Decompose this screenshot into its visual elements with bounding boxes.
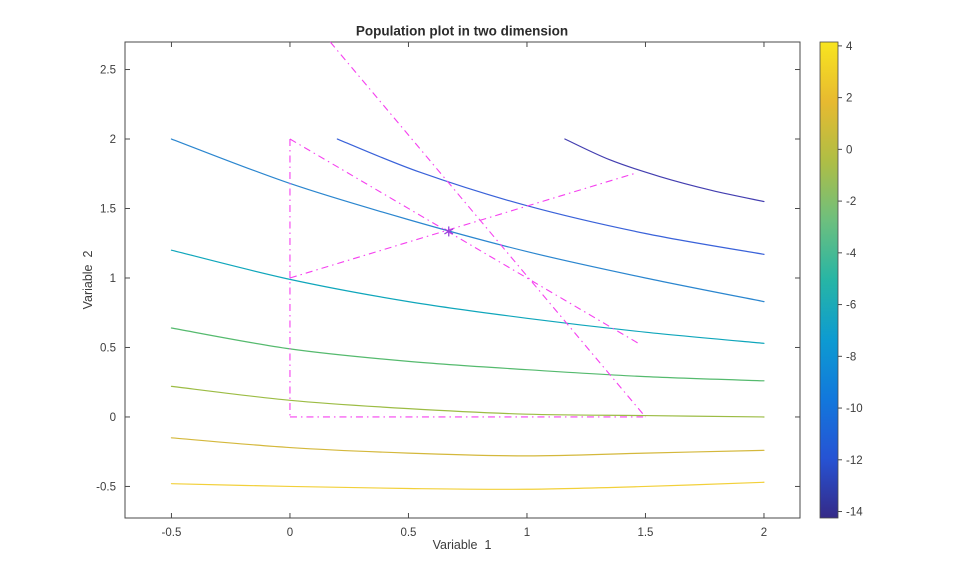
- y-tick-label: -0.5: [96, 481, 116, 493]
- colorbar-tick-label: -8: [846, 351, 856, 363]
- colorbar: [819, 41, 839, 519]
- contour-line-level0: [170, 481, 765, 490]
- x-tick-label: 1.5: [637, 527, 653, 539]
- colorbar-tick-label: 2: [846, 93, 852, 105]
- contour-line-level-8: [170, 249, 765, 344]
- x-axis-label: Variable 1: [432, 538, 492, 552]
- x-tick-label: 1: [524, 527, 530, 539]
- y-tick-label: 0: [110, 412, 116, 424]
- colorbar-tick-label: -4: [846, 248, 857, 260]
- x-tick-label: -0.5: [162, 527, 182, 539]
- contour-line-level-12: [336, 138, 765, 255]
- axes-box: [124, 41, 801, 519]
- contour-line-level-2: [170, 437, 765, 457]
- colorbar-tick-label: 0: [846, 144, 852, 156]
- contour-line-level-10: [170, 138, 765, 303]
- population-line: [289, 173, 634, 279]
- population-line: [289, 138, 642, 346]
- best-point-marker: [444, 228, 454, 235]
- chart-title: Population plot in two dimension: [355, 23, 569, 39]
- x-tick-label: 0.5: [400, 527, 416, 539]
- colorbar-tick-label: -2: [846, 196, 856, 208]
- colorbar-tick-label: -14: [846, 507, 863, 519]
- x-tick-label: 2: [761, 527, 767, 539]
- contour-line-level-14: [564, 138, 765, 203]
- population-line: [329, 41, 646, 418]
- contour-line-level-6: [170, 327, 765, 382]
- y-tick-label: 1.5: [100, 203, 116, 215]
- y-tick-label: 0.5: [100, 342, 116, 354]
- x-tick-label: 0: [287, 527, 293, 539]
- colorbar-tick-label: -12: [846, 455, 863, 467]
- colorbar-tick-label: -10: [846, 403, 863, 415]
- y-tick-label: 2: [110, 134, 116, 146]
- y-axis-label: Variable 2: [81, 250, 95, 310]
- contour-line-level-4: [170, 385, 765, 418]
- colorbar-tick-label: -6: [846, 300, 856, 312]
- colorbar-tick-label: 4: [846, 41, 853, 53]
- y-tick-label: 2.5: [100, 65, 116, 77]
- y-tick-label: 1: [110, 273, 116, 285]
